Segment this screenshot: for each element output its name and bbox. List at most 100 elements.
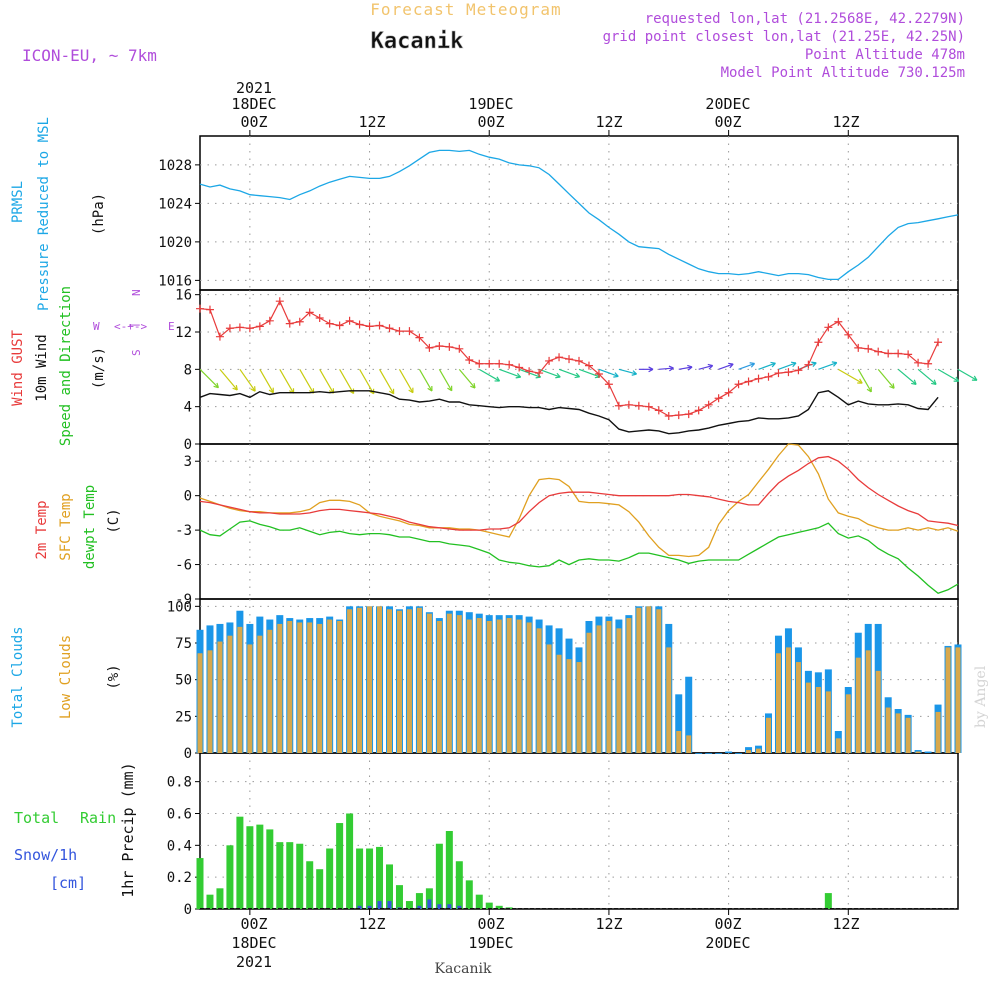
wind-barb-head-24-0 [687, 364, 693, 368]
low-cloud-bar-31 [506, 618, 512, 753]
wind-barb-36 [917, 368, 937, 385]
compass-w: W [93, 320, 100, 333]
low-cloud-bar-27 [466, 619, 472, 753]
compass-s: S [130, 349, 143, 356]
low-cloud-bar-71 [905, 717, 911, 753]
wind-barb-29 [778, 362, 797, 370]
low-cloud-bar-69 [885, 707, 891, 753]
wind-barb-0 [199, 368, 219, 389]
wind-barb-head-27-0 [749, 362, 755, 365]
wind-barb-head-26-0 [728, 362, 734, 365]
temperature-ytick-label-1: -6 [175, 558, 192, 574]
rain-bar-25 [445, 831, 453, 909]
gust-marker-36 [555, 353, 564, 362]
model-label: ICON-EU, ~ 7km [22, 46, 157, 65]
hour-label-top-6: 12Z [832, 113, 859, 131]
temp-unit: (C) [106, 508, 122, 533]
rain-bar-12 [316, 869, 324, 909]
wind-barb-37 [937, 368, 959, 382]
snow-bar-24 [437, 904, 442, 909]
rain-bar-7 [266, 829, 274, 909]
low-cloud-bar-23 [426, 613, 432, 753]
compass-ew: <-+-> [114, 320, 147, 333]
total-cloud-bar-49 [685, 676, 693, 753]
wind-barb-head-16-1 [535, 376, 541, 379]
rain-bar-30 [495, 905, 503, 909]
gust-marker-9 [285, 319, 294, 328]
hour-label-top-5: 00Z [714, 113, 741, 131]
wind-barb-head-26-1 [729, 363, 734, 369]
low-cloud-bar-3 [227, 635, 233, 753]
low-cloud-bar-8 [277, 623, 283, 753]
gust-marker-8 [275, 297, 284, 306]
gust-marker-6 [255, 322, 264, 331]
wind-barb-head-31-1 [833, 362, 838, 367]
wind-barb-head-29-0 [790, 361, 797, 364]
wind-barb-head-29-1 [792, 362, 797, 368]
wind10m-line [199, 390, 939, 435]
low-cloud-bar-25 [446, 613, 452, 753]
total-cloud-bar-73 [924, 751, 932, 753]
wind-barb-head-38-0 [973, 375, 978, 381]
wind-ytick-label-2: 8 [184, 362, 192, 378]
low-cloud-bar-61 [805, 682, 811, 753]
low-cloud-bar-15 [347, 609, 353, 753]
wind-barb-15 [499, 368, 521, 378]
compass-rose: N | S W <-+-> E [93, 289, 175, 356]
wind-barb-17 [538, 368, 561, 378]
low-cloud-bar-42 [616, 628, 622, 753]
wind-barb-27 [738, 362, 755, 370]
rain-bar-11 [306, 861, 314, 909]
gust-marker-0 [196, 304, 204, 313]
wind-barb-head-32-0 [859, 378, 863, 384]
wind-ytick-label-4: 16 [175, 288, 192, 304]
low-cloud-bar-36 [556, 654, 562, 753]
gust-marker-34 [535, 369, 544, 378]
gust-marker-64 [834, 317, 843, 326]
wind-barb-head-30-1 [812, 362, 817, 367]
wind-barb-20 [598, 368, 619, 377]
wind-barb-head-33-1 [866, 388, 872, 393]
wind-barb-head-25-1 [708, 365, 714, 370]
low-cloud-bar-40 [596, 625, 602, 753]
wind-barb-head-20-0 [614, 372, 619, 377]
sfc-temp-line [199, 443, 959, 558]
low-cloud-bar-41 [606, 621, 612, 753]
low-cloud-bar-75 [945, 647, 951, 753]
hour-label-bottom-5: 00Z [714, 915, 741, 933]
hour-label-bottom-1: 00Z [240, 915, 267, 933]
low-cloud-bar-39 [586, 632, 592, 753]
wind-barb-head-12-1 [447, 387, 453, 392]
wind-barb-35 [897, 368, 917, 385]
chart-title: Forecast Meteogram [370, 0, 561, 19]
low-cloud-bar-21 [406, 609, 412, 753]
gust-marker-47 [664, 412, 673, 420]
rain-bar-17 [366, 848, 374, 909]
precip-ytick-label-1: 0.2 [167, 870, 192, 886]
wind-barb-head-28-1 [771, 362, 776, 368]
gust-marker-20 [395, 327, 404, 336]
pressure-line [199, 149, 959, 281]
wind-barb-head-28-0 [770, 361, 776, 364]
day-label-bottom-2: 19DEC [468, 934, 513, 952]
low-cloud-bar-7 [267, 629, 273, 753]
hour-label-top-2: 12Z [358, 113, 385, 131]
year-label-top: 2021 [236, 79, 272, 97]
total-cloud-bar-53 [725, 751, 733, 753]
wind-10m-label: 10m Wind [34, 334, 50, 401]
wind-barb-head-25-0 [707, 363, 713, 367]
rain-bar-24 [435, 843, 443, 909]
pressure-ytick-label-2: 1024 [158, 196, 192, 212]
gust-marker-12 [315, 314, 324, 322]
low-cloud-bar-5 [247, 644, 253, 753]
wind-barb-26 [718, 363, 734, 370]
rain-bar-8 [276, 842, 284, 909]
gust-marker-50 [694, 406, 703, 415]
gust-marker-65 [844, 330, 853, 339]
precip-ytick-label-0: 0 [184, 902, 192, 918]
gust-marker-73 [924, 359, 933, 368]
gust-marker-69 [884, 349, 893, 358]
total-cloud-bar-54 [735, 753, 743, 754]
rain-bar-4 [236, 816, 244, 909]
gust-marker-57 [764, 372, 773, 381]
